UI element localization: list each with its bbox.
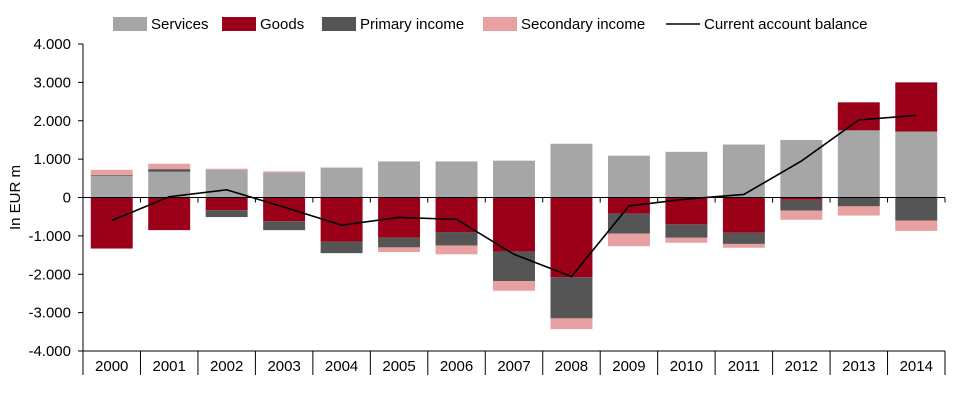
bar-services-2008 xyxy=(550,143,593,198)
bar-services-2009 xyxy=(607,155,650,198)
legend-swatch-primary-income xyxy=(322,17,356,31)
legend-label-services: Services xyxy=(151,16,209,33)
bar-goods-2007 xyxy=(493,197,535,252)
bar-goods-2002 xyxy=(205,197,248,211)
y-axis: -4.000 -3.000 -2.000 -1.000 0 1.000 2.000 3.000… xyxy=(28,36,84,360)
bar-goods-2011 xyxy=(722,197,765,233)
y-tick-label: -3.000 xyxy=(28,305,71,322)
x-tick-label: 2005 xyxy=(382,358,415,375)
bar-primary-income-2013 xyxy=(837,197,880,207)
bars-layer xyxy=(90,82,938,330)
x-tick-label: 2012 xyxy=(785,358,818,375)
y-tick-label: 3.000 xyxy=(33,74,71,91)
bar-primary-income-2001 xyxy=(148,169,191,172)
bar-goods-2000 xyxy=(90,197,133,249)
series-line-current-account-balance xyxy=(111,114,917,278)
bar-secondary-income-2005 xyxy=(378,247,421,252)
bar-services-2002 xyxy=(205,169,248,198)
bar-secondary-income-2011 xyxy=(722,243,765,248)
bar-services-2004 xyxy=(320,167,363,198)
bar-goods-2003 xyxy=(263,197,306,222)
bar-secondary-income-2010 xyxy=(665,237,708,243)
bar-primary-income-2000 xyxy=(90,174,133,176)
bar-services-2013 xyxy=(837,130,880,198)
bar-secondary-income-2002 xyxy=(205,168,248,170)
x-tick-label: 2002 xyxy=(210,358,243,375)
legend: Services Goods Primary income Secondary inc… xyxy=(113,16,867,33)
legend-label-primary-income: Primary income xyxy=(360,16,464,33)
bar-secondary-income-2006 xyxy=(435,245,478,255)
legend-label-goods: Goods xyxy=(260,16,304,33)
bar-primary-income-2011 xyxy=(722,232,765,244)
bar-primary-income-2003 xyxy=(263,221,306,231)
bar-services-2010 xyxy=(665,151,708,198)
bar-goods-2008 xyxy=(550,197,593,278)
bar-secondary-income-2003 xyxy=(263,171,306,173)
y-tick-label: -2.000 xyxy=(28,266,71,283)
bar-goods-2014 xyxy=(895,82,938,132)
y-tick-label: 4.000 xyxy=(33,36,71,53)
bar-secondary-income-2001 xyxy=(148,163,191,170)
bar-services-2011 xyxy=(722,144,765,198)
x-axis: 2000 2001 2002 2003 2004 2005 2006 2007 2008 2009… xyxy=(82,197,946,375)
line-layer xyxy=(111,114,917,278)
bar-primary-income-2012 xyxy=(780,199,823,211)
bar-primary-income-2006 xyxy=(435,232,478,246)
bar-goods-2006 xyxy=(435,197,478,233)
bar-primary-income-2005 xyxy=(378,237,421,248)
bar-services-2003 xyxy=(263,172,306,198)
x-tick-label: 2000 xyxy=(95,358,128,375)
x-tick-label: 2009 xyxy=(612,358,645,375)
legend-label-current-account-balance: Current account balance xyxy=(704,16,867,33)
bar-primary-income-2014 xyxy=(895,197,938,221)
bar-goods-2013 xyxy=(837,102,880,131)
bar-goods-2012 xyxy=(780,197,823,200)
bar-secondary-income-2009 xyxy=(607,233,650,247)
bar-secondary-income-2000 xyxy=(90,169,133,175)
bar-secondary-income-2014 xyxy=(895,220,938,231)
bar-goods-2004 xyxy=(320,197,363,242)
y-tick-label: 0 xyxy=(63,190,71,207)
x-tick-label: 2001 xyxy=(153,358,186,375)
legend-swatch-secondary-income xyxy=(483,17,517,31)
bar-services-2014 xyxy=(895,131,938,198)
legend-swatch-services xyxy=(113,17,147,31)
x-tick-label: 2010 xyxy=(670,358,703,375)
bar-primary-income-2004 xyxy=(320,241,363,254)
x-tick-label: 2014 xyxy=(900,358,933,375)
y-tick-label: -1.000 xyxy=(28,228,71,245)
bar-primary-income-2007 xyxy=(493,251,535,282)
y-tick-label: 1.000 xyxy=(33,151,71,168)
x-tick-label: 2007 xyxy=(497,358,530,375)
bar-services-2007 xyxy=(493,160,535,198)
bar-secondary-income-2008 xyxy=(550,318,593,330)
bar-goods-2010 xyxy=(665,197,708,225)
x-tick-label: 2011 xyxy=(728,358,760,375)
y-axis-title: In EUR m xyxy=(7,165,24,230)
bar-services-2006 xyxy=(435,161,478,198)
bar-primary-income-2008 xyxy=(550,277,593,319)
x-tick-label: 2003 xyxy=(267,358,300,375)
x-tick-label: 2004 xyxy=(325,358,358,375)
x-tick-label: 2013 xyxy=(842,358,875,375)
bar-primary-income-2002 xyxy=(205,210,248,218)
legend-swatch-goods xyxy=(222,17,256,31)
x-tick-label: 2006 xyxy=(440,358,473,375)
bar-services-2001 xyxy=(148,171,191,198)
bar-secondary-income-2012 xyxy=(780,210,823,220)
bar-primary-income-2010 xyxy=(665,224,708,238)
legend-label-secondary-income: Secondary income xyxy=(521,16,645,33)
bar-secondary-income-2013 xyxy=(837,206,880,216)
bar-services-2005 xyxy=(378,161,421,198)
bar-secondary-income-2007 xyxy=(493,281,535,291)
x-tick-label: 2008 xyxy=(555,358,588,375)
y-tick-label: -4.000 xyxy=(28,343,71,360)
bar-services-2000 xyxy=(90,175,133,198)
y-tick-label: 2.000 xyxy=(33,113,71,130)
